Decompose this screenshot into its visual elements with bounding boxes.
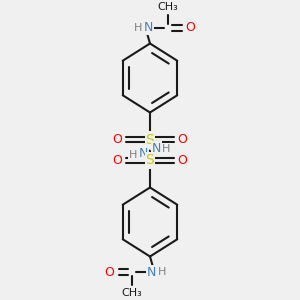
Text: CH₃: CH₃ (158, 2, 178, 13)
Text: CH₃: CH₃ (122, 287, 142, 298)
Text: H: H (162, 143, 171, 154)
Text: N: N (147, 266, 156, 279)
Text: N: N (152, 142, 161, 155)
Text: O: O (186, 21, 195, 34)
Text: N: N (139, 147, 148, 160)
Text: H: H (158, 267, 166, 277)
Text: O: O (113, 154, 122, 167)
Text: O: O (113, 133, 122, 146)
Text: O: O (105, 266, 114, 279)
Text: O: O (178, 154, 187, 167)
Text: O: O (178, 133, 187, 146)
Text: H: H (134, 23, 142, 33)
Text: S: S (146, 133, 154, 146)
Text: H: H (129, 150, 138, 160)
Text: S: S (146, 154, 154, 167)
Text: N: N (144, 21, 153, 34)
